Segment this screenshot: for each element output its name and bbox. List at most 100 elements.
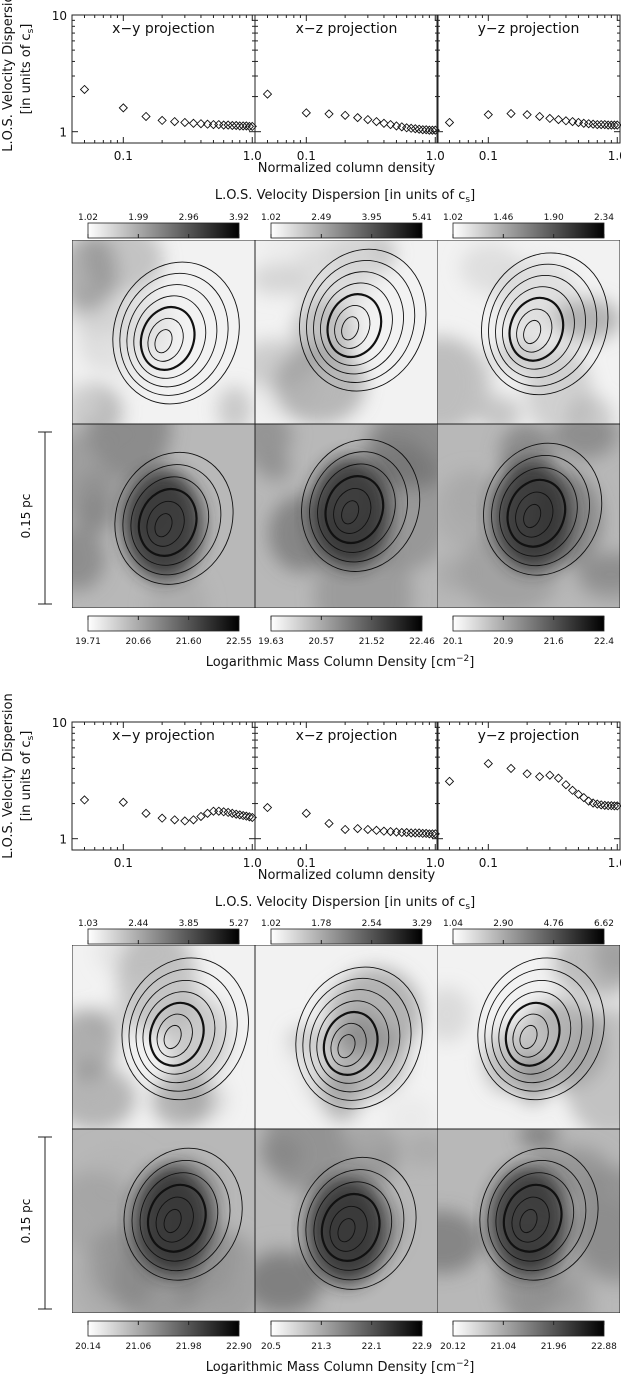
contour-line [146, 1183, 207, 1253]
contour-line [512, 1013, 549, 1058]
data-point [235, 121, 245, 131]
map-blob [366, 424, 438, 489]
x-tick-label: 1.0 [426, 149, 445, 163]
data-point [545, 113, 555, 124]
velocity-colorbar-title: L.O.S. Velocity Dispersion [in units of … [215, 188, 475, 205]
map-blob [574, 1168, 620, 1284]
contour-line [502, 1183, 563, 1253]
contour-line [491, 454, 590, 567]
data-point [534, 772, 545, 782]
data-point [219, 120, 229, 130]
map-blob [552, 945, 620, 998]
colorbar-tick-label: 1.02 [261, 213, 281, 223]
contour-line [155, 1196, 194, 1243]
data-point [244, 812, 255, 822]
density-core [123, 470, 204, 581]
data-point [262, 802, 273, 813]
plot-frame [254, 14, 439, 144]
map-blob [72, 527, 105, 591]
colorbar-tick-label: 19.63 [258, 637, 284, 647]
colorbar-gradient [452, 222, 605, 239]
contour-line [519, 1208, 538, 1234]
contour-line [483, 442, 603, 576]
contour-line [146, 500, 185, 547]
data-point [603, 800, 613, 811]
density-core [492, 461, 573, 571]
colorbar-tick-label: 4.76 [544, 919, 564, 929]
colorbar-tick-label: 5.27 [229, 919, 249, 929]
data-point [324, 109, 334, 119]
scale-bar: 0.15 pc [19, 431, 52, 605]
map-shading [437, 242, 620, 424]
colorbar-tick-label: 20.57 [308, 637, 334, 647]
contour-line [326, 293, 383, 359]
contour-line [154, 513, 173, 538]
colorbar-tick-label: 20.14 [75, 1342, 101, 1352]
data-point [567, 116, 578, 127]
data-point [196, 119, 206, 129]
contour-line [333, 488, 372, 534]
density-map [255, 424, 438, 608]
map-blob [580, 554, 620, 591]
data-point [406, 828, 416, 838]
contour-line [498, 991, 572, 1075]
data-point [169, 116, 180, 127]
data-point [397, 827, 407, 838]
contour-line [163, 1208, 182, 1234]
contour-line [481, 252, 609, 396]
contour-line [133, 295, 207, 379]
contour-line [306, 260, 416, 383]
data-point [180, 117, 190, 128]
plot-frame [436, 721, 621, 851]
contour-line [112, 261, 240, 405]
map-blob [287, 240, 379, 322]
contour-line [523, 503, 542, 529]
data-point [244, 121, 255, 132]
data-point [169, 815, 180, 825]
data-point [522, 769, 532, 779]
data-point [506, 763, 516, 774]
density-map [437, 424, 620, 608]
data-point [235, 810, 245, 820]
contour-line [142, 991, 216, 1075]
data-point [506, 108, 516, 119]
data-point [612, 120, 621, 130]
contour-line [491, 979, 583, 1084]
density-colorbar-title: Logarithmic Mass Column Density [cm−2] [206, 1359, 475, 1375]
contour-line [114, 451, 234, 585]
colorbar-tick-label: 1.99 [128, 213, 148, 223]
x-tick-label: 1.0 [608, 149, 621, 163]
colorbar-tick-label: 22.9 [412, 1342, 432, 1352]
map-blob [342, 1129, 390, 1154]
data-point [588, 119, 598, 129]
x-tick-label: 1.0 [243, 149, 262, 163]
colorbar-tick-label: 21.52 [359, 637, 385, 647]
contour-line [495, 1172, 575, 1262]
contour-line [488, 263, 598, 387]
x-tick-label: 0.1 [479, 149, 498, 163]
contour-line [295, 966, 423, 1110]
scatter-panel: x−z projection 0.1 1.0 [254, 721, 445, 870]
velocity-colorbar: 1.02 1.46 1.90 2.34 [443, 213, 614, 239]
colorbar-tick-label: 21.04 [490, 1342, 516, 1352]
map-blob [403, 1133, 438, 1167]
contour-line [305, 1169, 405, 1281]
data-point [157, 115, 167, 126]
velocity-colorbar: 1.04 2.90 4.76 6.62 [443, 919, 614, 945]
contour-line [156, 1013, 193, 1058]
contour-line [316, 1000, 390, 1084]
colorbar-gradient [452, 615, 605, 632]
map-blob [147, 569, 208, 608]
data-point [241, 811, 252, 821]
colorbar-gradient [270, 222, 423, 239]
map-blob [386, 1096, 436, 1129]
data-point [196, 811, 206, 822]
contour-line [337, 1218, 356, 1243]
colorbar-gradient [87, 222, 240, 239]
contour-line [519, 1024, 538, 1050]
colorbar-tick-label: 22.46 [409, 637, 435, 647]
contour-line [317, 463, 396, 553]
data-point [385, 826, 396, 837]
contour-line [123, 1147, 243, 1281]
colorbar-tick-label: 3.29 [412, 919, 432, 929]
